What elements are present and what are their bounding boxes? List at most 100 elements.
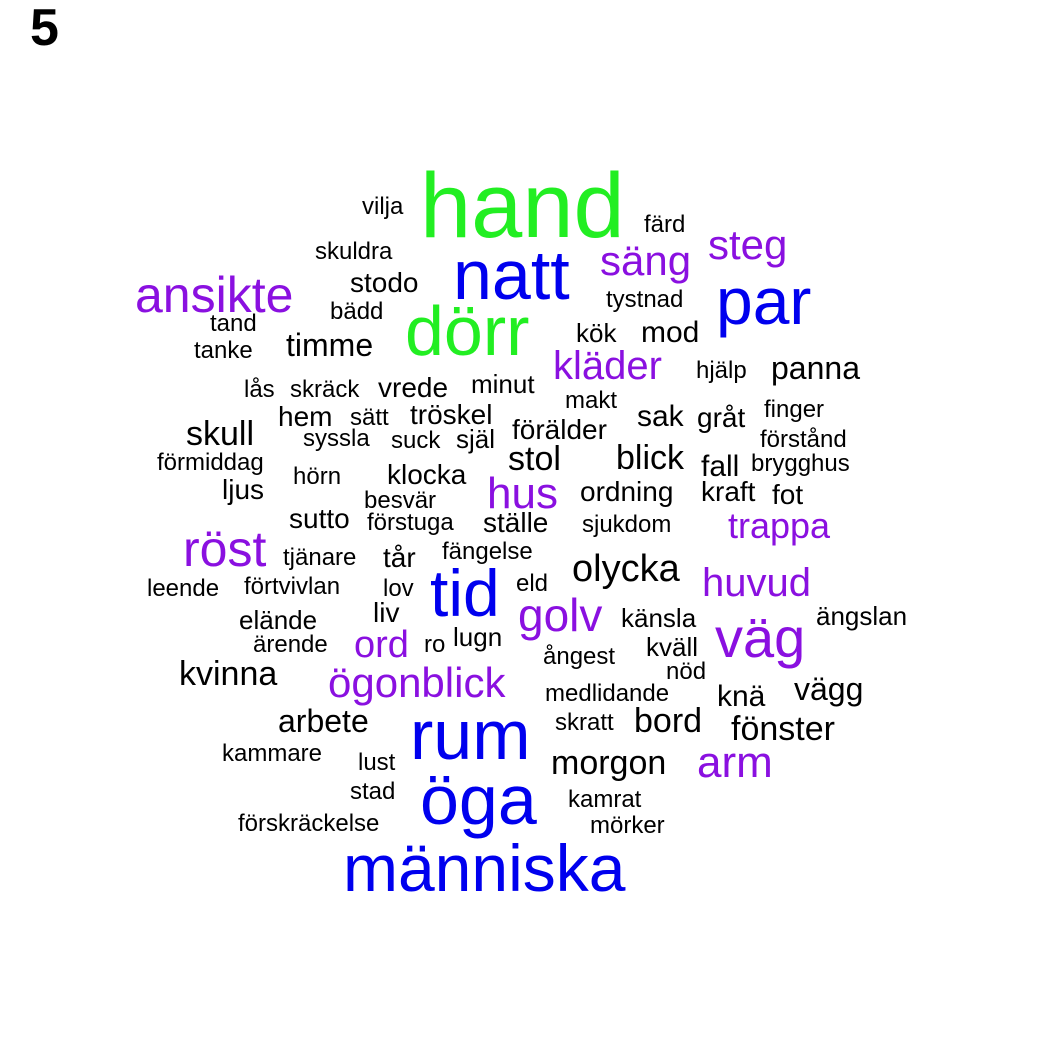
word-vilja: vilja — [362, 193, 404, 220]
word-hus: hus — [487, 469, 558, 518]
word-besvar: besvär — [364, 487, 437, 514]
word-oga: öga — [420, 761, 537, 839]
word-morgon: morgon — [551, 744, 667, 782]
word-manniska: människa — [343, 831, 626, 905]
word-kvall: kväll — [646, 632, 699, 662]
word-kammare: kammare — [222, 740, 323, 767]
word-klader: kläder — [553, 344, 662, 388]
word-kamrat: kamrat — [568, 786, 642, 813]
word-ord: ord — [354, 624, 409, 666]
word-kansla: känsla — [621, 603, 697, 633]
word-stodo: stodo — [350, 267, 419, 298]
word-arende: ärende — [253, 631, 328, 658]
word-stol: stol — [508, 440, 561, 478]
word-ro: ro — [424, 631, 446, 658]
word-badd: bädd — [330, 298, 384, 325]
word-forstuga: förstuga — [367, 509, 454, 536]
word-troskel: tröskel — [410, 399, 493, 430]
word-hem: hem — [278, 401, 333, 432]
word-fot: fot — [772, 479, 804, 510]
word-foralder: förälder — [512, 414, 607, 445]
word-ordning: ordning — [580, 476, 674, 507]
word-tanke: tanke — [194, 337, 253, 364]
word-nod: nöd — [666, 658, 707, 685]
word-forstand: förstånd — [760, 426, 847, 453]
word-tystnad: tystnad — [606, 286, 684, 313]
word-lov: lov — [383, 575, 414, 602]
word-ogonblick: ögonblick — [328, 659, 506, 706]
word-tand: tand — [210, 310, 257, 337]
word-tid: tid — [430, 556, 500, 630]
word-stad: stad — [350, 778, 396, 805]
word-liv: liv — [373, 597, 400, 628]
word-sjal: själ — [456, 424, 496, 454]
word-olycka: olycka — [572, 548, 680, 590]
word-medlidande: medlidande — [545, 680, 670, 707]
word-skuldra: skuldra — [315, 238, 393, 265]
word-dorr: dörr — [405, 292, 530, 370]
word-fard: färd — [644, 211, 686, 238]
word-forskrackelse: förskräckelse — [238, 810, 380, 837]
word-sang: säng — [600, 237, 692, 284]
word-lugn: lugn — [453, 622, 503, 652]
panel-label: 5 — [30, 0, 59, 57]
word-ansikte: ansikte — [135, 267, 294, 323]
word-fonster: fönster — [731, 710, 835, 748]
word-skrack: skräck — [290, 376, 360, 403]
word-kvinna: kvinna — [179, 655, 278, 693]
word-fortvivlan: förtvivlan — [244, 573, 341, 600]
word-angest: ångest — [543, 643, 616, 670]
word-timme: timme — [286, 327, 374, 363]
word-trappa: trappa — [728, 505, 831, 546]
word-sutto: sutto — [289, 503, 350, 534]
word-vrede: vrede — [378, 372, 449, 403]
word-rost: röst — [183, 521, 267, 577]
word-suck: suck — [391, 427, 441, 454]
word-finger: finger — [764, 396, 825, 423]
word-vag: väg — [715, 606, 806, 669]
word-arbete: arbete — [278, 703, 369, 739]
word-sjukdom: sjukdom — [582, 511, 672, 538]
word-grat: gråt — [697, 402, 746, 433]
word-sak: sak — [637, 400, 684, 433]
word-arm: arm — [697, 738, 773, 787]
word-angslan: ängslan — [816, 601, 908, 631]
word-stalle: ställe — [483, 507, 549, 538]
word-las: lås — [244, 376, 275, 403]
word-natt: natt — [453, 236, 570, 314]
word-par: par — [716, 264, 812, 338]
word-leende: leende — [147, 575, 220, 602]
word-huvud: huvud — [702, 561, 811, 605]
word-brygghus: brygghus — [751, 450, 850, 477]
word-ljus: ljus — [222, 474, 265, 505]
word-steg: steg — [708, 221, 788, 268]
word-morker: mörker — [590, 812, 665, 839]
word-klocka: klocka — [387, 459, 467, 490]
word-panna: panna — [771, 350, 860, 386]
word-bord: bord — [634, 702, 703, 740]
word-vagg: vägg — [794, 671, 864, 707]
word-fangelse: fängelse — [442, 538, 533, 565]
word-golv: golv — [518, 589, 603, 641]
word-skull: skull — [186, 415, 255, 453]
word-eld: eld — [516, 570, 549, 597]
word-kraft: kraft — [701, 476, 756, 507]
word-fall: fall — [701, 450, 740, 483]
word-formiddag: förmiddag — [157, 449, 264, 476]
word-tar: tår — [383, 542, 416, 573]
word-elande: elände — [239, 605, 318, 635]
word-makt: makt — [565, 387, 618, 414]
word-hand: hand — [420, 155, 625, 257]
word-rum: rum — [410, 696, 531, 774]
word-skratt: skratt — [555, 709, 614, 736]
word-satt: sätt — [350, 404, 389, 431]
word-lust: lust — [358, 749, 396, 776]
word-mod: mod — [641, 316, 700, 349]
word-kok: kök — [576, 318, 617, 348]
word-tjanare: tjänare — [283, 544, 357, 571]
word-kna: knä — [717, 680, 766, 713]
word-minut: minut — [471, 369, 535, 399]
word-hjalp: hjälp — [696, 357, 747, 384]
word-blick: blick — [616, 439, 685, 477]
